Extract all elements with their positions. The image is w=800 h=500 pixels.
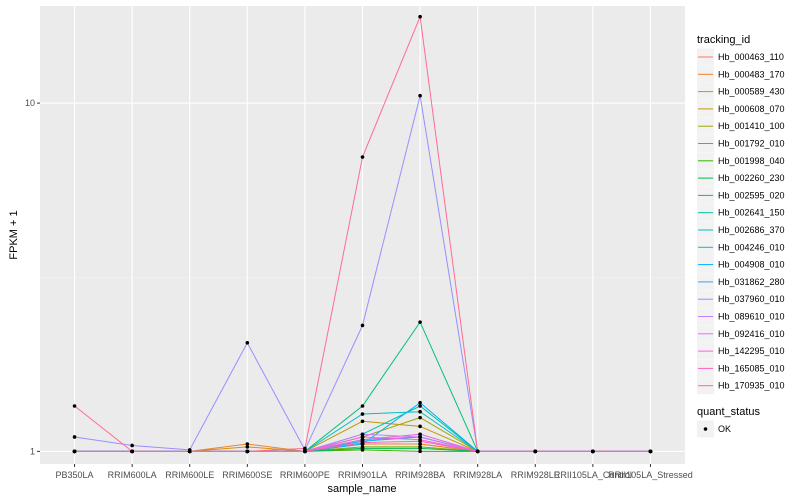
data-point — [648, 449, 653, 454]
legend-label: Hb_170935_010 — [718, 381, 785, 391]
x-tick-label: RRIM600PE — [280, 470, 330, 480]
legend-title: tracking_id — [697, 34, 750, 46]
shape-legend-point — [703, 427, 708, 431]
data-point — [245, 341, 250, 345]
data-point — [303, 446, 307, 451]
data-point — [360, 435, 365, 439]
data-point — [418, 93, 422, 98]
legend-label: Hb_000589_430 — [718, 87, 785, 97]
legend-label: Hb_031862_280 — [718, 277, 785, 287]
series-points — [72, 14, 653, 454]
legend-label: Hb_002260_230 — [718, 173, 785, 183]
data-point — [418, 409, 422, 414]
x-tick-label: RRIM928LA — [453, 470, 502, 480]
x-tick-label: RRIM600LA — [108, 470, 157, 480]
legend-label: Hb_001998_040 — [718, 156, 785, 166]
legend-label: Hb_001410_100 — [718, 121, 785, 131]
data-point — [245, 445, 250, 449]
data-point — [418, 14, 422, 19]
data-point — [245, 449, 250, 454]
data-point — [72, 404, 77, 408]
shape-legend: OK — [697, 420, 731, 438]
data-point — [418, 404, 422, 408]
y-tick-label: 10 — [25, 98, 35, 108]
legend-label: Hb_000463_110 — [718, 52, 784, 62]
data-point — [418, 449, 422, 454]
data-point — [360, 419, 365, 424]
x-tick-label: RRIM928BA — [395, 470, 445, 480]
legend-label: Hb_165085_010 — [718, 363, 785, 373]
legend-label: Hb_002595_020 — [718, 190, 785, 200]
data-point — [360, 440, 365, 445]
data-point — [418, 435, 422, 439]
legend-label: Hb_142295_010 — [718, 346, 785, 356]
major-gridlines — [40, 6, 685, 464]
x-tick-label: RRII105LA_Stressed — [608, 470, 693, 480]
legend: Hb_000463_110 Hb_000483_170 Hb_000589_430 H… — [697, 48, 785, 395]
x-axis-title: sample_name — [327, 483, 396, 495]
data-point — [418, 442, 422, 446]
x-tick-label: RRII105LA_Control — [554, 470, 632, 480]
legend-label: Hb_002641_150 — [718, 208, 785, 218]
data-point — [418, 439, 422, 443]
data-point — [418, 415, 422, 420]
data-point — [130, 449, 134, 454]
data-point — [533, 449, 538, 454]
shape-legend-title: quant_status — [697, 406, 760, 418]
data-point — [360, 404, 365, 408]
data-point — [130, 443, 134, 448]
data-point — [72, 435, 77, 439]
data-point — [360, 446, 365, 451]
data-point — [72, 449, 77, 454]
y-axis-title: FPKM + 1 — [8, 210, 20, 259]
legend-label: Hb_004246_010 — [718, 242, 785, 252]
x-tick-label: PB350LA — [56, 470, 94, 480]
x-tick-label: RRIM600LE — [165, 470, 214, 480]
legend-label: Hb_092416_010 — [718, 329, 785, 339]
x-axis-ticks: PB350LA RRIM600LA RRIM600LE RRIM600SE RRIM60… — [56, 464, 693, 480]
data-point — [418, 400, 422, 405]
data-point — [591, 449, 595, 454]
data-point — [360, 412, 365, 416]
data-point — [360, 323, 365, 328]
legend-label: Hb_037960_010 — [718, 294, 785, 304]
x-tick-label: RRIM928LE — [511, 470, 560, 480]
x-tick-label: RRIM901LA — [338, 470, 387, 480]
legend-label: Hb_002686_370 — [718, 225, 785, 235]
data-point — [418, 320, 422, 324]
data-point — [360, 155, 365, 159]
legend-label: Hb_089610_010 — [718, 312, 785, 322]
data-point — [187, 449, 192, 454]
data-point — [418, 424, 422, 429]
data-point — [245, 442, 250, 446]
legend-label: Hb_004908_010 — [718, 260, 785, 270]
shape-legend-label: OK — [718, 424, 731, 434]
y-tick-label: 1 — [30, 446, 35, 456]
data-point — [360, 432, 365, 437]
legend-label: Hb_001792_010 — [718, 139, 785, 149]
x-tick-label: RRIM600SE — [222, 470, 272, 480]
data-point — [418, 432, 422, 437]
legend-label: Hb_000608_070 — [718, 104, 785, 114]
y-axis-ticks: 1 10 — [25, 98, 40, 456]
data-point — [418, 446, 422, 451]
data-point — [303, 449, 307, 454]
data-point — [360, 437, 365, 442]
data-point — [475, 449, 480, 454]
legend-label: Hb_000483_170 — [718, 69, 785, 79]
